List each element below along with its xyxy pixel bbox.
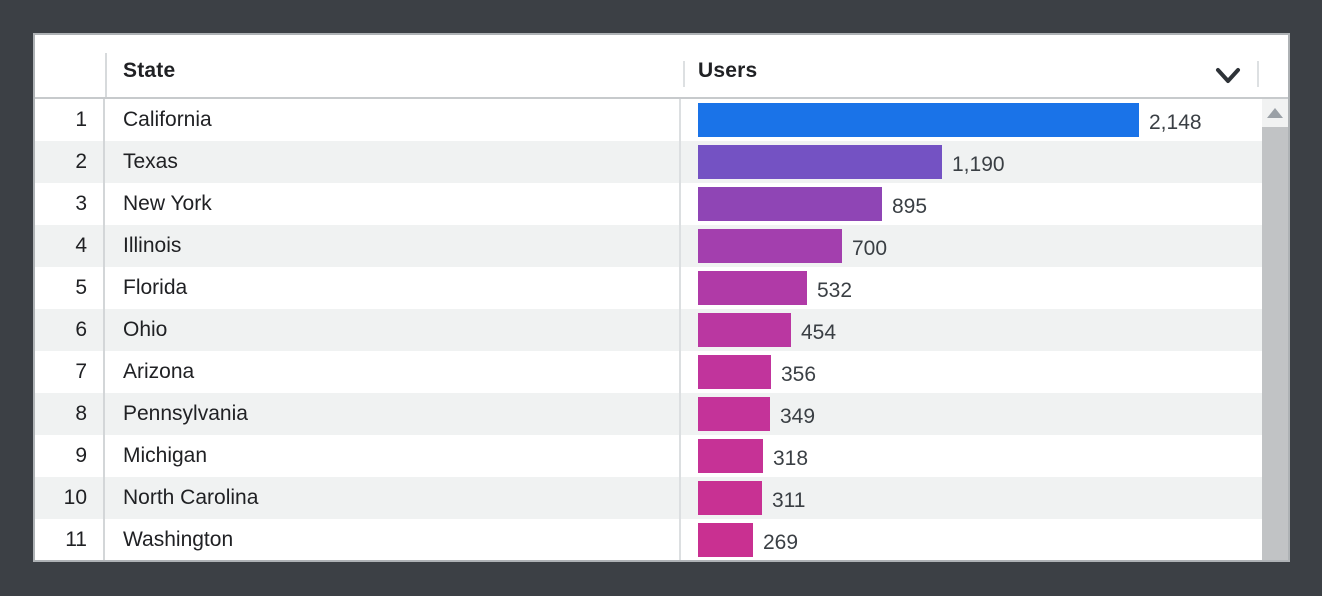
users-value: 349 bbox=[780, 405, 816, 428]
row-rank: 6 bbox=[35, 309, 105, 351]
users-bar bbox=[698, 145, 942, 179]
table-row: 6 Ohio 454 bbox=[35, 309, 1262, 351]
state-name: Pennsylvania bbox=[105, 393, 681, 435]
users-value: 311 bbox=[772, 489, 806, 512]
users-value: 318 bbox=[773, 447, 809, 470]
users-cell: 700 bbox=[681, 225, 1262, 267]
state-name: Florida bbox=[105, 267, 681, 309]
state-name: Texas bbox=[105, 141, 681, 183]
triangle-up-icon bbox=[1267, 108, 1283, 118]
scroll-up-button[interactable] bbox=[1262, 99, 1288, 127]
users-bar bbox=[698, 187, 882, 221]
row-rank: 2 bbox=[35, 141, 105, 183]
table-row: 10 North Carolina 311 bbox=[35, 477, 1262, 519]
users-bar bbox=[698, 313, 791, 347]
users-value: 454 bbox=[801, 321, 837, 344]
row-rank: 4 bbox=[35, 225, 105, 267]
users-bar bbox=[698, 523, 753, 557]
users-cell: 895 bbox=[681, 183, 1262, 225]
users-cell: 349 bbox=[681, 393, 1262, 435]
header-divider bbox=[1257, 61, 1259, 87]
users-cell: 356 bbox=[681, 351, 1262, 393]
state-name: New York bbox=[105, 183, 681, 225]
state-name: Michigan bbox=[105, 435, 681, 477]
analytics-table-card: State Users 1 California 2,148 2 Texas 1… bbox=[33, 33, 1290, 562]
row-rank: 10 bbox=[35, 477, 105, 519]
table-row: 2 Texas 1,190 bbox=[35, 141, 1262, 183]
row-rank: 8 bbox=[35, 393, 105, 435]
row-rank: 3 bbox=[35, 183, 105, 225]
users-bar bbox=[698, 103, 1139, 137]
state-name: Ohio bbox=[105, 309, 681, 351]
users-cell: 318 bbox=[681, 435, 1262, 477]
users-value: 2,148 bbox=[1149, 111, 1202, 134]
table-header-row: State Users bbox=[35, 35, 1288, 99]
table-row: 4 Illinois 700 bbox=[35, 225, 1262, 267]
row-rank: 7 bbox=[35, 351, 105, 393]
users-cell: 311 bbox=[681, 477, 1262, 519]
users-value: 356 bbox=[781, 363, 817, 386]
users-bar bbox=[698, 271, 807, 305]
users-bar bbox=[698, 229, 842, 263]
users-bar bbox=[698, 481, 762, 515]
state-column-header[interactable]: State bbox=[123, 59, 176, 82]
state-name: Washington bbox=[105, 519, 681, 560]
users-cell: 1,190 bbox=[681, 141, 1262, 183]
row-rank: 5 bbox=[35, 267, 105, 309]
users-value: 532 bbox=[817, 279, 853, 302]
table-row: 3 New York 895 bbox=[35, 183, 1262, 225]
table-body: 1 California 2,148 2 Texas 1,190 3 New Y… bbox=[35, 99, 1288, 560]
row-rank: 9 bbox=[35, 435, 105, 477]
users-bar bbox=[698, 439, 763, 473]
users-column-header[interactable]: Users bbox=[698, 59, 758, 82]
users-cell: 532 bbox=[681, 267, 1262, 309]
table-row: 7 Arizona 356 bbox=[35, 351, 1262, 393]
table-row: 1 California 2,148 bbox=[35, 99, 1262, 141]
vertical-scrollbar[interactable] bbox=[1262, 99, 1288, 560]
table-row: 8 Pennsylvania 349 bbox=[35, 393, 1262, 435]
users-cell: 269 bbox=[681, 519, 1262, 560]
table-row: 9 Michigan 318 bbox=[35, 435, 1262, 477]
state-name: Arizona bbox=[105, 351, 681, 393]
header-divider bbox=[105, 53, 107, 97]
row-rank: 1 bbox=[35, 99, 105, 141]
users-value: 1,190 bbox=[952, 153, 1005, 176]
table-row: 5 Florida 532 bbox=[35, 267, 1262, 309]
row-rank: 11 bbox=[35, 519, 105, 560]
users-cell: 454 bbox=[681, 309, 1262, 351]
table-rows-container: 1 California 2,148 2 Texas 1,190 3 New Y… bbox=[35, 99, 1262, 560]
users-value: 700 bbox=[852, 237, 888, 260]
users-bar bbox=[698, 355, 771, 389]
header-divider bbox=[683, 61, 685, 87]
scrollbar-thumb[interactable] bbox=[1262, 127, 1288, 560]
state-name: North Carolina bbox=[105, 477, 681, 519]
state-name: California bbox=[105, 99, 681, 141]
state-name: Illinois bbox=[105, 225, 681, 267]
users-bar bbox=[698, 397, 770, 431]
users-cell: 2,148 bbox=[681, 99, 1262, 141]
chevron-down-icon[interactable] bbox=[1213, 65, 1243, 87]
users-value: 895 bbox=[892, 195, 928, 218]
table-row: 11 Washington 269 bbox=[35, 519, 1262, 560]
users-value: 269 bbox=[763, 531, 799, 554]
